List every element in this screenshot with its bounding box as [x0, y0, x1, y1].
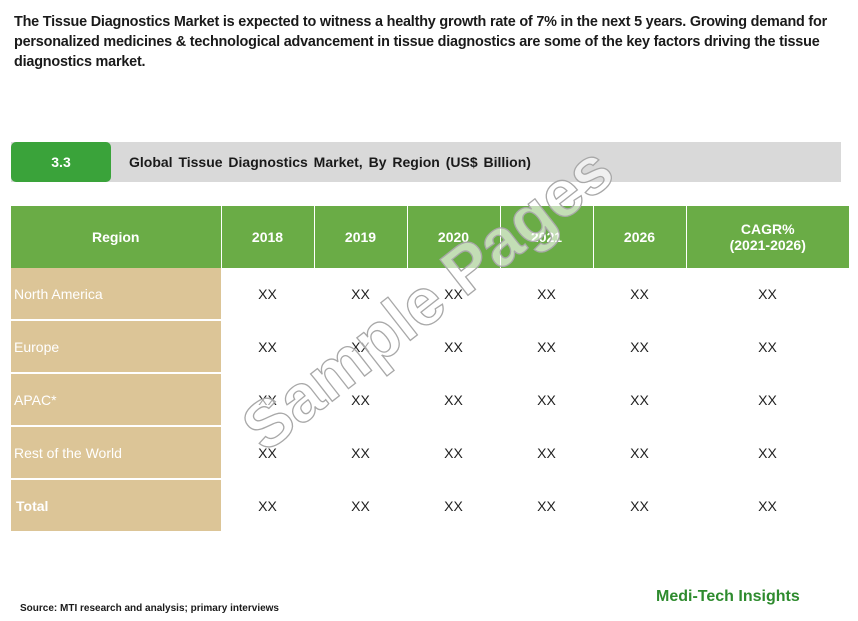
intro-paragraph: The Tissue Diagnostics Market is expecte…	[14, 14, 828, 70]
value-cell: XX	[593, 373, 686, 427]
value-cell: XX	[686, 373, 849, 427]
header-cagr-label: CAGR%	[740, 221, 795, 237]
value-cell: XX	[593, 320, 686, 374]
value-cell: XX	[686, 320, 849, 374]
value-cell: XX	[221, 479, 314, 533]
value-cell: XX	[314, 268, 407, 321]
header-cagr: CAGR% (2021-2026)	[685, 206, 849, 268]
header-2021: 2021	[499, 206, 593, 268]
header-2018: 2018	[220, 206, 314, 268]
region-cell: Rest of the World	[11, 426, 221, 480]
header-2019: 2019	[313, 206, 407, 268]
section-number: 3.3	[11, 142, 111, 182]
value-cell: XX	[314, 426, 407, 480]
table-row: Rest of the World XX XX XX XX XX XX	[11, 426, 849, 480]
header-region: Region	[11, 206, 221, 268]
value-cell: XX	[686, 268, 849, 321]
value-cell: XX	[407, 479, 500, 533]
header-2026: 2026	[592, 206, 686, 268]
header-2020: 2020	[406, 206, 500, 268]
value-cell: XX	[500, 373, 593, 427]
header-cagr-period: (2021-2026)	[729, 237, 806, 253]
region-cell: APAC*	[11, 373, 221, 427]
value-cell: XX	[314, 320, 407, 374]
table-row-total: Total XX XX XX XX XX XX	[11, 479, 849, 533]
value-cell: XX	[407, 268, 500, 321]
value-cell: XX	[593, 426, 686, 480]
value-cell: XX	[407, 426, 500, 480]
brand-logo-text: Medi-Tech Insights	[656, 588, 800, 605]
value-cell: XX	[686, 479, 849, 533]
value-cell: XX	[221, 373, 314, 427]
market-table: Region 2018 2019 2020 2021 2026 CAGR% (2…	[11, 206, 849, 533]
source-note: Source: MTI research and analysis; prima…	[20, 603, 279, 614]
table-header-row: Region 2018 2019 2020 2021 2026 CAGR% (2…	[11, 206, 849, 268]
value-cell: XX	[314, 373, 407, 427]
value-cell: XX	[500, 268, 593, 321]
region-cell-total: Total	[11, 479, 221, 533]
region-cell: North America	[11, 268, 221, 321]
value-cell: XX	[221, 268, 314, 321]
section-title: Global Tissue Diagnostics Market, By Reg…	[129, 154, 531, 170]
value-cell: XX	[686, 426, 849, 480]
value-cell: XX	[221, 426, 314, 480]
value-cell: XX	[314, 479, 407, 533]
value-cell: XX	[407, 373, 500, 427]
value-cell: XX	[593, 268, 686, 321]
table-row: Europe XX XX XX XX XX XX	[11, 320, 849, 374]
table-row: North America XX XX XX XX XX XX	[11, 268, 849, 321]
section-header-bar: 3.3 Global Tissue Diagnostics Market, By…	[11, 142, 841, 182]
value-cell: XX	[407, 320, 500, 374]
region-cell: Europe	[11, 320, 221, 374]
value-cell: XX	[500, 426, 593, 480]
value-cell: XX	[593, 479, 686, 533]
value-cell: XX	[500, 320, 593, 374]
value-cell: XX	[500, 479, 593, 533]
table-row: APAC* XX XX XX XX XX XX	[11, 373, 849, 427]
value-cell: XX	[221, 320, 314, 374]
